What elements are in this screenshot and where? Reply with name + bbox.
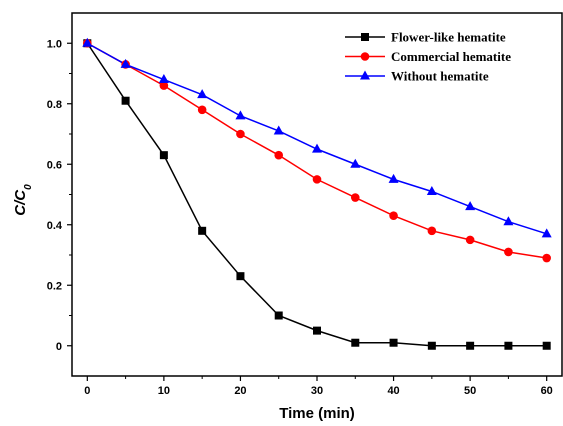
y-axis-title-main: C/C xyxy=(12,189,29,216)
circle-marker xyxy=(542,253,551,263)
legend: Flower-like hematite Commercial hematite W… xyxy=(345,30,511,84)
triangle-marker xyxy=(120,58,131,68)
square-marker xyxy=(361,33,369,41)
triangle-marker xyxy=(158,74,169,84)
circle-marker xyxy=(504,247,513,257)
ticks-group: 0 10 20 30 40 50 60 0 0.2 0.4 0.6 0.8 1.0 xyxy=(47,38,553,397)
y-tick-label: 1.0 xyxy=(47,38,62,50)
triangle-marker xyxy=(273,125,284,135)
circle-marker xyxy=(427,226,437,236)
triangle-marker xyxy=(350,158,361,168)
triangle-marker xyxy=(82,37,93,47)
circle-marker xyxy=(197,105,207,115)
x-tick-label: 60 xyxy=(541,385,553,397)
y-tick-label: 0.4 xyxy=(47,220,63,232)
y-tick-label: 0.6 xyxy=(47,159,62,171)
series-lines-group xyxy=(86,42,547,347)
y-tick-label: 0.8 xyxy=(47,99,62,111)
x-tick-label: 10 xyxy=(158,385,170,397)
circle-marker xyxy=(236,129,245,139)
triangle-marker xyxy=(503,216,514,226)
x-tick-label: 0 xyxy=(84,385,90,397)
square-marker xyxy=(121,96,130,105)
y-axis-title: C/C0 xyxy=(12,184,34,216)
circle-marker xyxy=(274,150,284,160)
square-marker xyxy=(427,341,436,350)
y-axis-title-subscript: 0 xyxy=(23,184,34,190)
square-marker xyxy=(159,151,168,160)
axes-group xyxy=(71,12,563,377)
square-marker xyxy=(198,226,207,235)
legend-label: Commercial hematite xyxy=(391,49,511,64)
circle-marker xyxy=(389,211,398,220)
legend-label: Flower-like hematite xyxy=(391,30,506,45)
square-marker xyxy=(466,341,475,350)
square-marker xyxy=(389,338,398,347)
triangle-marker xyxy=(312,143,322,153)
circle-marker xyxy=(465,235,475,245)
x-axis-title: Time (min) xyxy=(279,405,355,422)
triangle-marker xyxy=(541,228,552,238)
x-tick-label: 20 xyxy=(234,385,246,397)
triangle-marker xyxy=(426,185,437,195)
legend-label: Without hematite xyxy=(391,69,489,84)
circle-marker xyxy=(312,175,322,184)
circle-marker xyxy=(159,81,169,90)
square-marker xyxy=(542,341,551,350)
square-marker xyxy=(351,338,360,347)
circle-marker xyxy=(360,52,370,61)
plot-frame xyxy=(71,12,563,377)
y-tick-label: 0.2 xyxy=(47,280,62,292)
circle-marker xyxy=(350,193,360,202)
triangle-marker xyxy=(197,89,208,99)
triangle-marker xyxy=(388,173,399,183)
x-tick-label: 30 xyxy=(311,385,323,397)
series-line xyxy=(86,42,547,347)
y-tick-label: 0 xyxy=(56,341,62,353)
series-markers-group xyxy=(82,37,552,350)
x-tick-label: 40 xyxy=(387,385,399,397)
x-tick-label: 50 xyxy=(464,385,476,397)
triangle-marker xyxy=(360,70,370,80)
square-marker xyxy=(313,326,321,335)
triangle-marker xyxy=(465,201,476,211)
square-marker xyxy=(236,272,245,281)
square-marker xyxy=(274,311,283,320)
triangle-marker xyxy=(235,110,246,120)
square-marker xyxy=(504,341,513,350)
